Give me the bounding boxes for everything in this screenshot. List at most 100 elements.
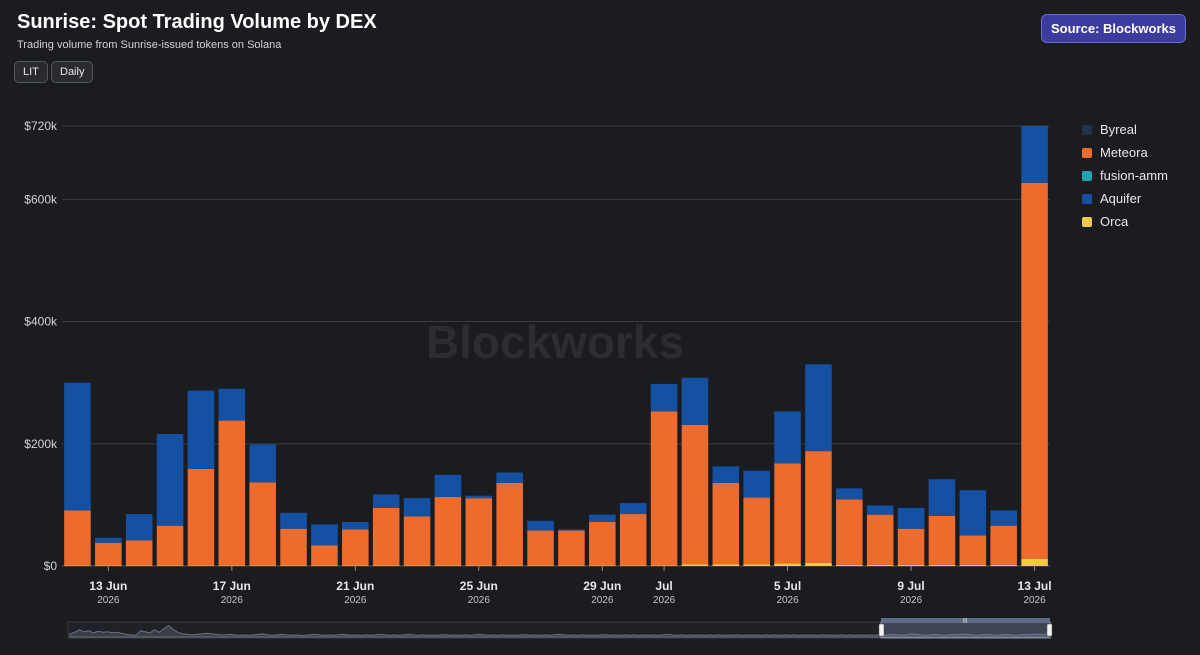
range-navigator[interactable]: ||| [0,618,1200,648]
bar-orca-16[interactable] [558,565,585,566]
bar-orca-5[interactable] [218,565,246,566]
legend-item-aquifer[interactable]: Aquifer [1082,187,1168,210]
bar-orca-23[interactable] [774,563,801,566]
bar-orca-12[interactable] [434,565,462,566]
interval-selector-button[interactable]: Daily [51,61,94,83]
bar-aquifer-14[interactable] [496,472,523,483]
navigator-selection-bar[interactable] [881,618,1050,622]
legend-item-fusion-amm[interactable]: fusion-amm [1082,164,1168,187]
bar-aquifer-8[interactable] [311,524,338,546]
bar-meteora-21[interactable] [712,482,740,565]
bar-meteora-7[interactable] [280,528,307,566]
bar-meteora-12[interactable] [434,496,462,566]
bar-orca-29[interactable] [959,564,987,566]
bar-orca-19[interactable] [650,565,678,566]
bar-meteora-23[interactable] [774,463,801,564]
bar-meteora-14[interactable] [496,482,523,566]
bar-orca-25[interactable] [836,564,863,566]
bar-orca-21[interactable] [712,564,740,566]
bar-aquifer-2[interactable] [125,514,153,541]
bar-orca-15[interactable] [527,565,554,566]
bar-orca-2[interactable] [125,565,153,566]
bar-aquifer-13[interactable] [465,495,493,499]
bar-aquifer-25[interactable] [836,488,863,500]
bar-meteora-18[interactable] [619,514,647,566]
bar-meteora-8[interactable] [311,545,338,566]
bar-meteora-4[interactable] [187,468,215,566]
bar-meteora-0[interactable] [64,510,91,566]
bar-meteora-1[interactable] [95,542,122,566]
bar-aquifer-28[interactable] [928,479,956,516]
bar-orca-17[interactable] [589,565,616,566]
bar-aquifer-7[interactable] [280,512,307,529]
bar-orca-9[interactable] [342,565,369,566]
bar-meteora-3[interactable] [156,525,184,566]
bar-orca-31[interactable] [1021,558,1048,566]
bar-meteora-13[interactable] [465,498,493,566]
bar-orca-26[interactable] [866,564,894,566]
bar-meteora-20[interactable] [681,424,709,565]
bar-orca-11[interactable] [403,565,431,566]
legend-item-meteora[interactable]: Meteora [1082,141,1168,164]
bar-orca-6[interactable] [249,565,276,566]
bar-aquifer-26[interactable] [866,505,894,515]
bar-orca-24[interactable] [805,562,832,566]
bar-orca-30[interactable] [990,564,1017,566]
bar-aquifer-23[interactable] [774,411,801,464]
bar-orca-28[interactable] [928,564,956,566]
bar-aquifer-18[interactable] [619,503,647,515]
bar-aquifer-6[interactable] [249,444,276,483]
bar-orca-1[interactable] [95,565,122,566]
bar-aquifer-4[interactable] [187,390,215,469]
bar-aquifer-10[interactable] [372,494,400,508]
bar-meteora-27[interactable] [897,528,925,565]
bar-aquifer-27[interactable] [897,507,925,529]
bar-aquifer-17[interactable] [589,514,616,522]
bar-meteora-25[interactable] [836,499,863,565]
bar-aquifer-0[interactable] [64,382,91,511]
bar-meteora-30[interactable] [990,525,1017,565]
bar-aquifer-12[interactable] [434,474,462,497]
bar-meteora-2[interactable] [125,540,153,566]
legend-item-orca[interactable]: Orca [1082,210,1168,233]
bar-aquifer-3[interactable] [156,434,184,526]
bar-aquifer-9[interactable] [342,522,369,530]
bar-aquifer-15[interactable] [527,520,554,531]
bar-aquifer-21[interactable] [712,466,740,483]
bar-meteora-26[interactable] [866,514,894,565]
bar-meteora-28[interactable] [928,515,956,565]
bar-orca-22[interactable] [743,564,770,566]
bar-aquifer-22[interactable] [743,470,770,498]
bar-aquifer-1[interactable] [95,537,122,543]
bar-orca-10[interactable] [372,565,400,566]
legend-item-byreal[interactable]: Byreal [1082,118,1168,141]
source-button[interactable]: Source: Blockworks [1041,14,1186,43]
bar-orca-20[interactable] [681,564,709,566]
bar-meteora-10[interactable] [372,507,400,566]
bar-meteora-29[interactable] [959,535,987,565]
navigator-left-handle[interactable] [878,623,885,637]
bar-aquifer-5[interactable] [218,388,246,421]
bar-meteora-11[interactable] [403,516,431,566]
bar-aquifer-29[interactable] [959,490,987,536]
bar-meteora-22[interactable] [743,497,770,565]
bar-meteora-24[interactable] [805,451,832,563]
navigator-selection[interactable] [880,621,1051,639]
bar-meteora-17[interactable] [589,522,616,566]
token-selector-button[interactable]: LIT [14,61,48,83]
navigator-right-handle[interactable] [1046,623,1053,637]
bar-aquifer-19[interactable] [650,383,678,412]
bar-meteora-15[interactable] [527,530,554,566]
bar-orca-3[interactable] [156,565,184,566]
bar-meteora-6[interactable] [249,482,276,566]
bar-aquifer-11[interactable] [403,498,431,517]
bar-orca-14[interactable] [496,565,523,566]
bar-aquifer-16[interactable] [558,529,585,531]
bar-aquifer-31[interactable] [1021,126,1048,183]
bar-aquifer-30[interactable] [990,510,1017,526]
bar-aquifer-24[interactable] [805,364,832,452]
bar-aquifer-20[interactable] [681,377,709,425]
bar-orca-4[interactable] [187,565,215,566]
bar-orca-0[interactable] [64,565,91,566]
bar-orca-18[interactable] [619,565,647,566]
